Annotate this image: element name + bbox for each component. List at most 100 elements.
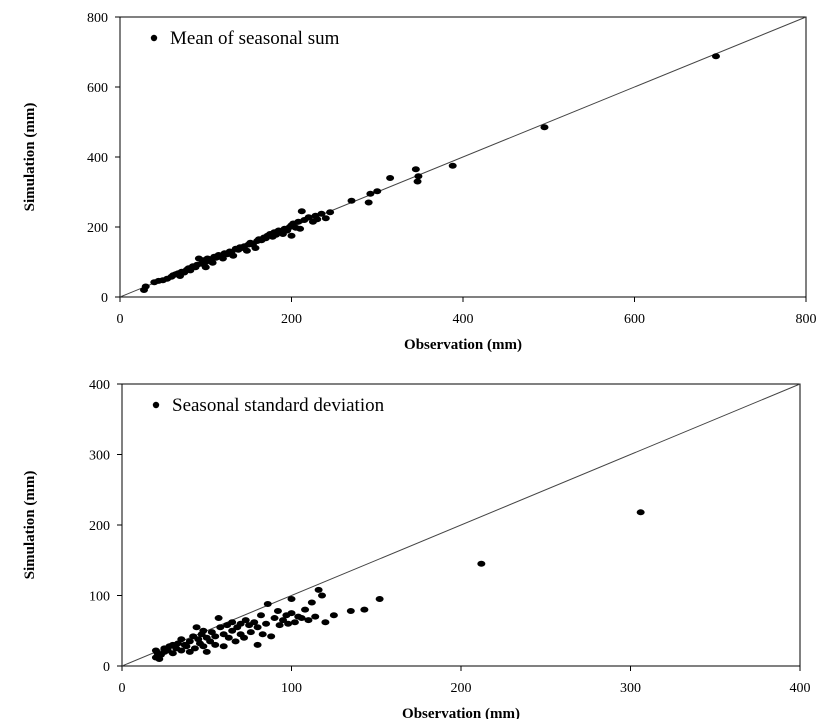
data-point	[477, 560, 486, 567]
legend-label: Seasonal standard deviation	[172, 395, 385, 416]
data-point	[290, 619, 299, 626]
data-point	[256, 612, 265, 619]
data-point	[190, 645, 199, 652]
data-point	[313, 216, 322, 223]
data-point	[287, 596, 296, 603]
data-point	[373, 188, 382, 195]
data-point	[185, 648, 194, 655]
data-point	[236, 620, 245, 627]
data-point	[228, 619, 237, 626]
data-point	[711, 53, 720, 60]
data-point	[141, 283, 150, 290]
data-point	[218, 255, 227, 262]
data-point	[386, 175, 395, 181]
y-tick-label: 0	[103, 660, 110, 675]
legend-marker	[152, 401, 160, 409]
data-point	[346, 608, 355, 615]
x-axis-title: Observation (mm)	[402, 706, 520, 719]
data-point	[211, 633, 220, 640]
data-point	[242, 247, 251, 254]
data-points	[151, 509, 645, 662]
y-axis-title: Simulation (mm)	[22, 471, 38, 580]
data-point	[413, 178, 422, 185]
y-tick-label: 300	[89, 449, 110, 464]
x-tick-label: 0	[119, 681, 126, 696]
data-point	[448, 162, 457, 169]
x-tick-label: 200	[451, 681, 472, 696]
legend-marker	[150, 34, 158, 42]
data-point	[177, 636, 186, 643]
data-point	[267, 633, 276, 640]
data-point	[297, 615, 306, 622]
data-point	[311, 613, 320, 620]
x-tick-label: 0	[117, 312, 124, 327]
data-point	[231, 638, 240, 645]
data-point	[229, 252, 238, 259]
data-point	[360, 606, 369, 613]
data-point	[296, 225, 305, 232]
y-tick-label: 100	[89, 590, 110, 605]
y-tick-label: 400	[87, 151, 108, 166]
data-point	[301, 606, 310, 613]
x-axis-title: Observation (mm)	[404, 337, 522, 353]
data-point	[636, 509, 645, 516]
data-point	[262, 620, 271, 627]
data-point	[202, 648, 211, 655]
x-tick-label: 600	[624, 312, 645, 327]
data-point	[414, 173, 423, 180]
x-tick-label: 100	[281, 681, 302, 696]
data-point	[287, 232, 296, 239]
y-tick-label: 200	[87, 221, 108, 236]
data-point	[321, 215, 330, 222]
data-point	[208, 259, 217, 266]
data-point	[314, 586, 323, 593]
data-point	[228, 627, 237, 634]
legend: Mean of seasonal sum	[150, 28, 340, 49]
data-point	[318, 592, 327, 599]
data-point	[279, 617, 288, 624]
data-point	[199, 643, 208, 650]
data-point	[185, 638, 194, 645]
data-point	[253, 624, 262, 631]
data-point	[287, 610, 296, 617]
data-point	[224, 634, 233, 641]
data-point	[294, 218, 303, 225]
data-point	[366, 190, 375, 197]
x-tick-label: 800	[796, 312, 817, 327]
data-point	[275, 622, 284, 629]
data-point	[297, 208, 306, 215]
data-point	[192, 624, 201, 631]
y-tick-label: 400	[89, 378, 110, 393]
legend-label: Mean of seasonal sum	[170, 28, 340, 49]
data-point	[251, 245, 260, 251]
data-point	[206, 638, 215, 645]
data-point	[307, 599, 316, 606]
data-point	[411, 166, 420, 173]
data-point	[219, 631, 228, 638]
data-point	[321, 619, 330, 626]
data-point	[258, 631, 267, 638]
one-to-one-line	[121, 383, 801, 667]
y-tick-label: 200	[89, 519, 110, 534]
data-point	[201, 264, 210, 271]
data-point	[284, 620, 293, 627]
data-point	[219, 643, 228, 650]
data-point	[253, 641, 262, 648]
data-point	[240, 634, 249, 641]
y-axis-ticks: 0 100 200 300 400	[89, 378, 122, 675]
x-tick-label: 400	[453, 312, 474, 327]
data-points	[140, 53, 720, 293]
legend: Seasonal standard deviation	[152, 395, 385, 416]
chart-mean-seasonal-sum: 0 200 400 600 800 0 200 400 600 800 Observation …	[22, 11, 817, 353]
data-point	[211, 641, 220, 648]
data-point	[375, 596, 384, 603]
x-tick-label: 300	[620, 681, 641, 696]
chart-seasonal-standard-deviation: 0 100 200 300 400 0 100 200 300 400 Observation …	[22, 378, 811, 719]
data-point	[326, 209, 335, 216]
data-point	[329, 612, 338, 619]
data-point	[304, 214, 313, 221]
data-point	[270, 615, 279, 622]
data-point	[168, 650, 177, 657]
data-point	[317, 210, 326, 217]
